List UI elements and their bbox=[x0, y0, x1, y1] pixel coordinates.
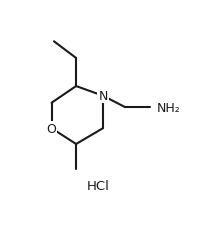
Text: O: O bbox=[47, 122, 57, 135]
Text: NH₂: NH₂ bbox=[157, 101, 181, 114]
Text: HCl: HCl bbox=[87, 179, 110, 192]
Text: N: N bbox=[98, 90, 108, 103]
